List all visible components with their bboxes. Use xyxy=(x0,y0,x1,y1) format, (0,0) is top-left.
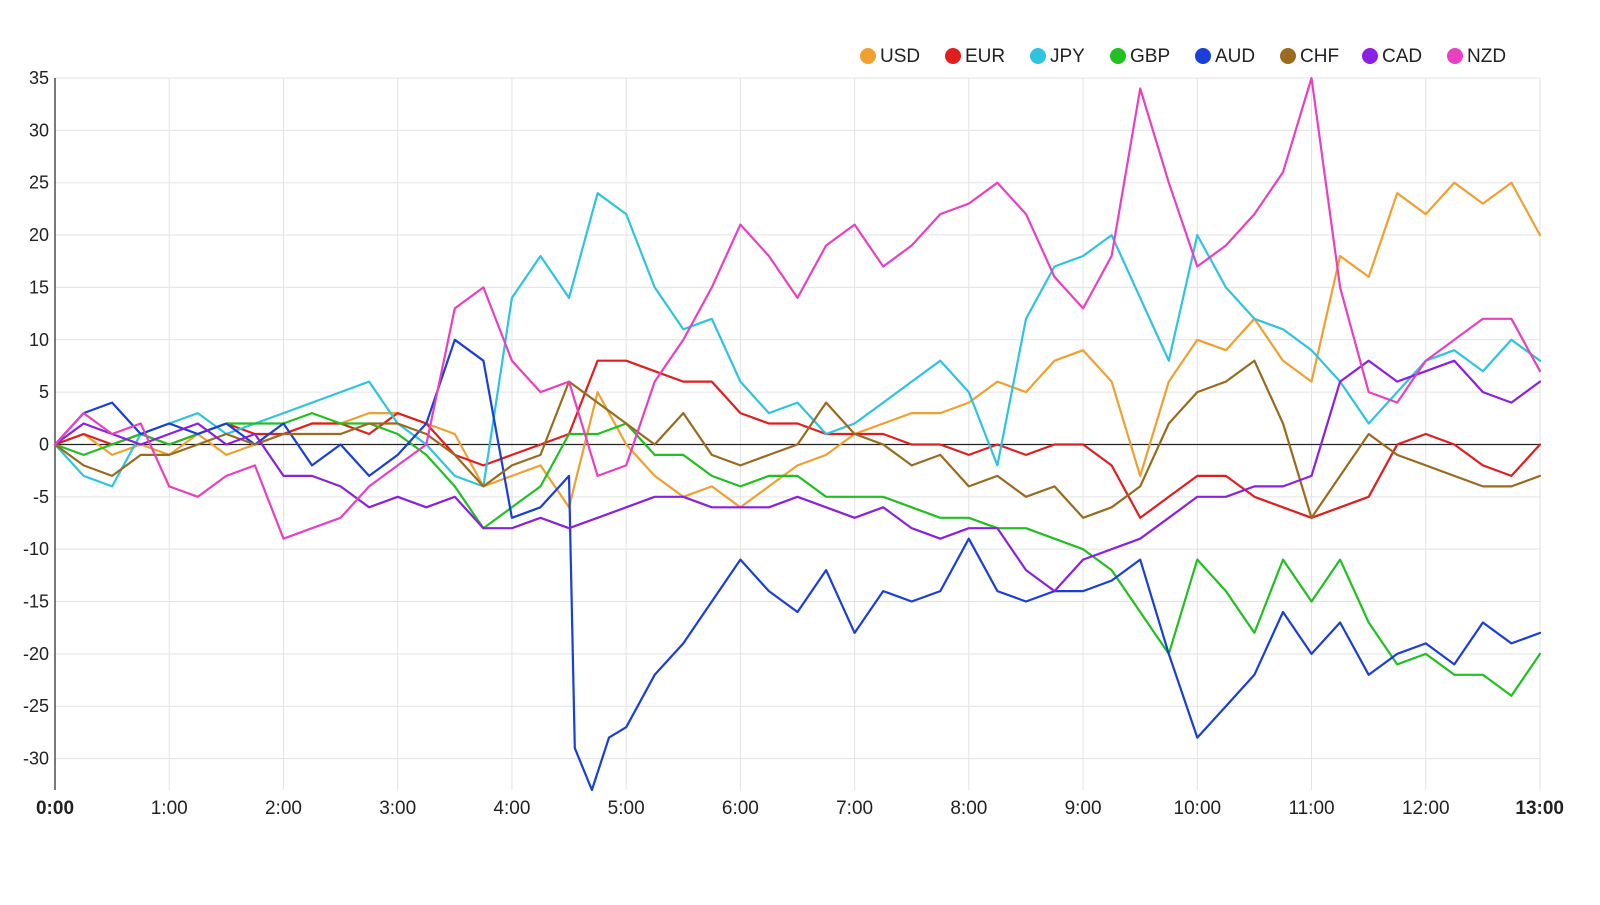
legend-item-eur[interactable]: EUR xyxy=(945,46,1005,67)
legend-swatch xyxy=(1110,48,1126,64)
y-tick-label: -10 xyxy=(23,539,49,559)
x-tick-label: 7:00 xyxy=(836,798,873,819)
series-line-jpy xyxy=(53,192,1542,488)
x-tick-label: 12:00 xyxy=(1402,798,1450,819)
y-tick-label: -15 xyxy=(23,592,49,612)
y-tick-label: 10 xyxy=(29,330,49,350)
legend-item-usd[interactable]: USD xyxy=(860,46,920,67)
legend-swatch xyxy=(1280,48,1296,64)
y-tick-label: -20 xyxy=(23,644,49,664)
series-line-eur xyxy=(53,359,1542,519)
legend-swatch xyxy=(1447,48,1463,64)
y-tick-label: 5 xyxy=(39,382,49,402)
series-layer xyxy=(53,76,1542,792)
x-tick-label: 0:00 xyxy=(36,798,74,819)
x-tick-label: 13:00 xyxy=(1515,798,1564,819)
legend-label: JPY xyxy=(1050,46,1085,67)
legend-item-aud[interactable]: AUD xyxy=(1195,46,1255,67)
legend-label: NZD xyxy=(1467,46,1506,67)
x-tick-label: 1:00 xyxy=(151,798,188,819)
series-line-gbp xyxy=(53,412,1542,697)
x-tick-label: 4:00 xyxy=(493,798,530,819)
y-tick-label: 0 xyxy=(39,434,49,454)
legend-item-chf[interactable]: CHF xyxy=(1280,46,1339,67)
y-tick-label: -25 xyxy=(23,696,49,716)
x-tick-label: 10:00 xyxy=(1174,798,1222,819)
legend-swatch xyxy=(1362,48,1378,64)
legend-label: EUR xyxy=(965,46,1005,67)
y-tick-label: 30 xyxy=(29,120,49,140)
x-tick-label: 6:00 xyxy=(722,798,759,819)
legend-item-cad[interactable]: CAD xyxy=(1362,46,1422,67)
legend-label: AUD xyxy=(1215,46,1255,67)
legend-item-gbp[interactable]: GBP xyxy=(1110,46,1170,67)
x-tick-label: 3:00 xyxy=(379,798,416,819)
legend-label: CAD xyxy=(1382,46,1422,67)
y-tick-label: 35 xyxy=(29,68,49,88)
legend[interactable]: USD EUR JPY GBP AUD CHF CAD NZD xyxy=(860,46,1506,67)
y-tick-label: 25 xyxy=(29,173,49,193)
series-line-cad xyxy=(53,359,1542,593)
x-tick-label: 8:00 xyxy=(950,798,987,819)
series-line-aud xyxy=(53,338,1542,792)
x-tick-label: 9:00 xyxy=(1065,798,1102,819)
series-line-nzd xyxy=(53,76,1542,540)
x-tick-label: 11:00 xyxy=(1288,798,1334,819)
legend-label: CHF xyxy=(1300,46,1339,67)
legend-swatch xyxy=(1195,48,1211,64)
legend-swatch xyxy=(860,48,876,64)
series-line-chf xyxy=(53,359,1542,519)
axis-layer: 35 30 25 20 15 10 5 0 -5 -10 -15 -20 -25 -30 0:00 1:00 2… xyxy=(23,68,1564,819)
legend-swatch xyxy=(945,48,961,64)
legend-item-nzd[interactable]: NZD xyxy=(1447,46,1506,67)
legend-item-jpy[interactable]: JPY xyxy=(1030,46,1085,67)
legend-swatch xyxy=(1030,48,1046,64)
y-tick-label: -30 xyxy=(23,749,49,769)
legend-label: GBP xyxy=(1130,46,1170,67)
y-tick-label: 15 xyxy=(29,277,49,297)
legend-label: USD xyxy=(880,46,920,67)
x-tick-label: 2:00 xyxy=(265,798,302,819)
y-tick-label: -5 xyxy=(33,487,49,507)
y-tick-label: 20 xyxy=(29,225,49,245)
x-tick-label: 5:00 xyxy=(608,798,645,819)
